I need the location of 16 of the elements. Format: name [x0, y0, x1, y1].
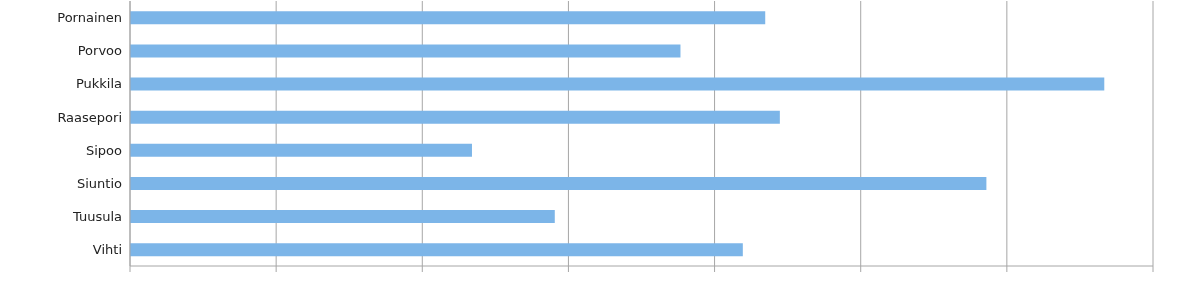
bar — [130, 11, 766, 25]
bar — [130, 243, 743, 257]
bar — [130, 176, 987, 190]
y-tick-label: Siuntio — [76, 175, 123, 191]
y-tick-label: Raasepori — [57, 109, 122, 125]
y-tick-label: Porvoo — [77, 43, 123, 59]
bar — [130, 143, 472, 157]
y-tick-label: Pornainen — [57, 10, 122, 26]
bar — [130, 110, 780, 124]
y-tick-label: Tuusula — [71, 208, 122, 224]
bar — [130, 44, 681, 58]
bar — [130, 77, 1105, 91]
y-tick-label: Pukkila — [75, 76, 122, 92]
y-tick-label: Sipoo — [85, 142, 123, 158]
y-tick-label: Vihti — [92, 242, 122, 258]
bar — [130, 210, 555, 224]
